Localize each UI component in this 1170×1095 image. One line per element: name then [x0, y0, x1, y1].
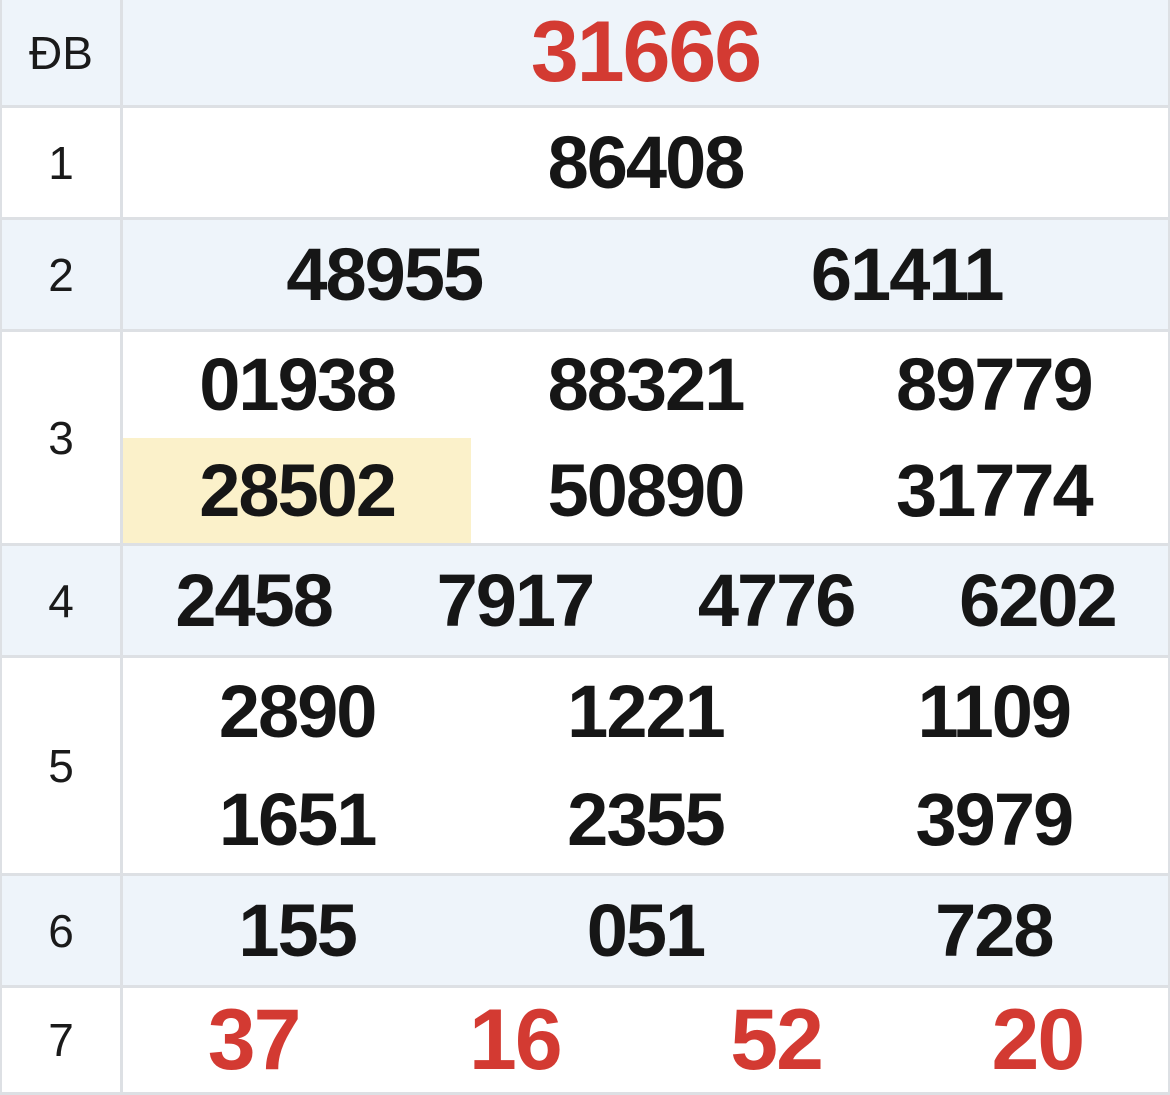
prize-tier-label-db: ĐB: [2, 0, 120, 105]
prize-number-cell[interactable]: 37: [207, 991, 302, 1088]
prize-number-cell[interactable]: 20: [991, 991, 1086, 1088]
prize-number-cell[interactable]: 31774: [895, 448, 1094, 532]
prize-cells-4: 2458 7917 4776 6202: [123, 546, 1168, 655]
prize-line: 86408: [123, 108, 1168, 217]
prize-line: 155 051 728: [123, 876, 1168, 985]
prize-row-7: 7 37 16 52 20: [2, 988, 1168, 1092]
prize-number-cell[interactable]: 31666: [530, 4, 762, 100]
prize-number-cell[interactable]: 2355: [567, 777, 726, 861]
prize-tier-label-4: 4: [2, 546, 120, 655]
prize-number-cell[interactable]: 48955: [286, 233, 484, 316]
prize-tier-label-1: 1: [2, 108, 120, 217]
prize-cells-7: 37 16 52 20: [123, 988, 1168, 1092]
prize-number-cell[interactable]: 4776: [697, 559, 857, 642]
prize-line: 01938 88321 89779: [123, 332, 1168, 438]
prize-number-cell[interactable]: 1651: [218, 777, 378, 861]
prize-cells-5: 2890 1221 1109 1651 2355 3979: [123, 658, 1168, 873]
prize-number-cell[interactable]: 2458: [175, 559, 334, 642]
prize-cells-1: 86408: [123, 108, 1168, 217]
prize-cells-db: 31666: [123, 0, 1168, 105]
prize-number-cell-highlighted[interactable]: 28502: [123, 437, 472, 543]
prize-number-cell[interactable]: 3979: [915, 777, 1075, 861]
prize-line: 2890 1221 1109: [123, 658, 1168, 766]
prize-number-cell[interactable]: 52: [730, 991, 824, 1088]
prize-row-2: 2 48955 61411: [2, 220, 1168, 329]
prize-line: 2458 7917 4776 6202: [123, 546, 1168, 655]
prize-tier-label-3: 3: [2, 332, 120, 543]
prize-row-6: 6 155 051 728: [2, 876, 1168, 985]
prize-row-db: ĐB 31666: [2, 0, 1168, 105]
prize-number-cell[interactable]: 2890: [218, 670, 378, 754]
prize-number-cell[interactable]: 01938: [199, 343, 397, 427]
prize-cells-2: 48955 61411: [123, 220, 1168, 329]
prize-line: 48955 61411: [123, 220, 1168, 329]
prize-number-cell[interactable]: 50890: [547, 448, 746, 532]
prize-number-cell[interactable]: 155: [238, 889, 357, 972]
prize-tier-label-2: 2: [2, 220, 120, 329]
prize-line: 28502 50890 31774: [123, 437, 1168, 543]
prize-number-cell[interactable]: 728: [935, 889, 1054, 972]
prize-cells-6: 155 051 728: [123, 876, 1168, 985]
prize-line: 1651 2355 3979: [123, 766, 1168, 874]
prize-row-3: 3 01938 88321 89779 28502 50890 31774: [2, 332, 1168, 543]
prize-number-cell[interactable]: 86408: [547, 121, 746, 204]
prize-row-4: 4 2458 7917 4776 6202: [2, 546, 1168, 655]
prize-number-cell[interactable]: 61411: [810, 233, 1005, 316]
prize-number-cell[interactable]: 16: [469, 991, 563, 1088]
prize-cells-3: 01938 88321 89779 28502 50890 31774: [123, 332, 1168, 543]
prize-line: 31666: [123, 0, 1168, 105]
prize-number-cell[interactable]: 051: [586, 889, 706, 972]
prize-number-cell[interactable]: 89779: [895, 343, 1094, 427]
prize-number-cell[interactable]: 6202: [959, 559, 1118, 642]
prize-number-cell[interactable]: 7917: [436, 559, 596, 642]
prize-number-cell[interactable]: 1109: [917, 670, 1073, 754]
prize-row-5: 5 2890 1221 1109 1651 2355 3979: [2, 658, 1168, 873]
prize-tier-label-7: 7: [2, 988, 120, 1092]
prize-tier-label-6: 6: [2, 876, 120, 985]
prize-tier-label-5: 5: [2, 658, 120, 873]
prize-number-cell[interactable]: 1221: [567, 670, 726, 754]
prize-line: 37 16 52 20: [123, 988, 1168, 1092]
prize-row-1: 1 86408: [2, 108, 1168, 217]
prize-number-cell[interactable]: 88321: [547, 343, 746, 427]
